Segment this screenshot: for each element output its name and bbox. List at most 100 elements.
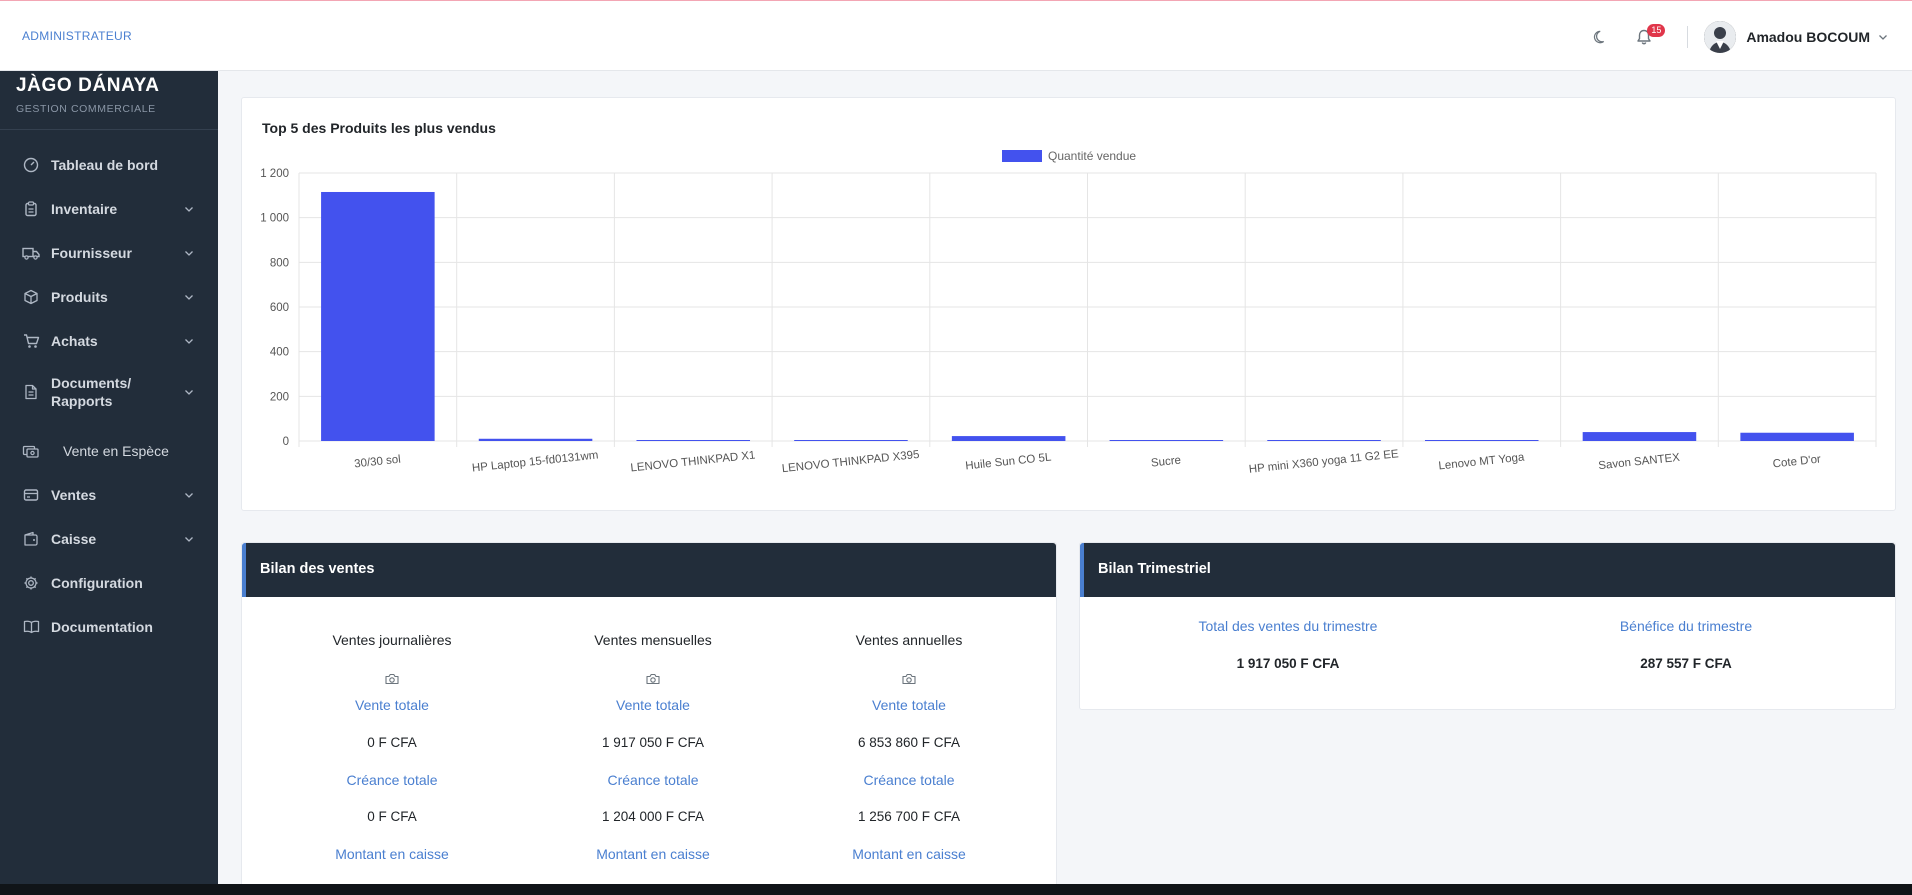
quarter-total-link[interactable]: Total des ventes du trimestre [1198, 618, 1378, 634]
montant-caisse-link[interactable]: Montant en caisse [335, 846, 449, 862]
chevron-down-icon [185, 295, 193, 300]
vente-totale-link[interactable]: Vente totale [616, 697, 690, 713]
vente-totale-value: 1 917 050 F CFA [601, 735, 705, 750]
clipboard-icon [22, 200, 40, 218]
topbar-actions: 15 Amadou BOCOUM [1589, 19, 1888, 55]
chevron-down-icon [185, 251, 193, 256]
chevron-down-icon [185, 493, 193, 498]
bar-4 [794, 440, 908, 441]
creance-totale-link[interactable]: Créance totale [863, 772, 955, 788]
sidebar-item-label: Tableau de bord [51, 157, 159, 173]
chevron-down-icon [185, 537, 193, 542]
x-tick-label: Savon SANTEX [1598, 452, 1681, 473]
top-products-bar-chart: 0 200 400 600 800 1 000 1 200 30/30 sol HP Lapto… [260, 149, 1877, 476]
camera-icon [902, 673, 916, 685]
sidebar-item-achats[interactable]: Achats [0, 329, 218, 353]
bar-6 [1109, 440, 1224, 441]
y-tick-label: 800 [270, 257, 289, 269]
x-tick-label: HP Laptop 15-fd0131wm [471, 449, 599, 474]
bar-5 [951, 436, 1066, 441]
notifications-button[interactable]: 15 [1633, 24, 1666, 48]
sidebar-item-caisse[interactable]: Caisse [0, 527, 218, 551]
bar-7 [1267, 440, 1381, 441]
cash-icon [22, 442, 40, 460]
top-products-chart-card: Top 5 des Produits les plus vendus 0 200 4… [241, 97, 1896, 511]
card-header: Bilan des ventes [242, 543, 1056, 597]
register-icon [22, 530, 40, 548]
y-tick-label: 200 [270, 391, 289, 403]
column-title: Ventes annuelles [855, 632, 963, 648]
x-tick-label: Lenovo MT Yoga [1438, 451, 1525, 472]
sidebar-item-label: Fournisseur [51, 245, 132, 261]
column-title: Ventes journalières [332, 632, 452, 648]
sidebar-item-label: Produits [51, 289, 108, 305]
brand-name[interactable]: JÀGO DÁNAYA [16, 75, 160, 96]
y-tick-label: 1 000 [260, 213, 289, 225]
vente-totale-link[interactable]: Vente totale [872, 697, 946, 713]
brand-subtitle: GESTION COMMERCIALE [16, 103, 156, 115]
top-bar: ADMINISTRATEUR 15 Amadou BOCOUM [0, 0, 1912, 71]
creance-totale-value: 0 F CFA [367, 809, 417, 824]
divider [1687, 26, 1689, 48]
truck-icon [22, 244, 40, 262]
quarter-benefit-link[interactable]: Bénéfice du trimestre [1619, 618, 1753, 634]
column-title: Ventes mensuelles [594, 632, 712, 648]
sidebar-item-ventes[interactable]: Ventes [0, 483, 218, 507]
bell-icon [1637, 29, 1652, 44]
sidebar-item-tableau-de-bord[interactable]: Tableau de bord [0, 153, 218, 177]
sidebar-item-label: Documentation [51, 619, 153, 635]
sidebar-item-inventaire[interactable]: Inventaire [0, 197, 218, 221]
camera-icon [385, 673, 399, 685]
wallet-icon [22, 486, 40, 504]
creance-totale-value: 1 256 700 F CFA [857, 809, 961, 824]
montant-caisse-link[interactable]: Montant en caisse [596, 846, 710, 862]
sidebar-item-label-line2: Rapports [51, 393, 113, 409]
bar-8 [1424, 440, 1539, 441]
legend-swatch [1002, 150, 1042, 162]
x-tick-label: HP mini X360 yoga 11 G2 EE [1248, 448, 1399, 476]
sidebar-item-produits[interactable]: Produits [0, 285, 218, 309]
y-tick-label: 400 [270, 347, 289, 359]
sidebar-item-label: Configuration [51, 575, 143, 591]
bar-3 [636, 440, 751, 441]
creance-totale-link[interactable]: Créance totale [607, 772, 699, 788]
x-tick-label: Cote D'or [1772, 454, 1821, 471]
sidebar-item-label: Vente en Espèce [63, 443, 169, 459]
bar-9 [1582, 432, 1697, 441]
creance-totale-link[interactable]: Créance totale [346, 772, 438, 788]
x-tick-label: Sucre [1150, 454, 1181, 469]
avatar[interactable] [1704, 21, 1737, 53]
quarter-total-value: 1 917 050 F CFA [1236, 656, 1340, 671]
vente-totale-value: 0 F CFA [367, 735, 417, 750]
vente-totale-link[interactable]: Vente totale [355, 697, 429, 713]
chevron-down-icon [185, 207, 193, 212]
user-name[interactable]: Amadou BOCOUM [1746, 29, 1870, 45]
x-tick-label: LENOVO THINKPAD X1 [630, 449, 756, 474]
chevron-down-icon[interactable] [1878, 32, 1888, 42]
sidebar: JÀGO DÁNAYA GESTION COMMERCIALE Tableau … [0, 71, 218, 895]
montant-caisse-link[interactable]: Montant en caisse [852, 846, 966, 862]
chart-title: Top 5 des Produits les plus vendus [262, 120, 496, 136]
x-tick-label: LENOVO THINKPAD X395 [781, 449, 920, 475]
dashboard-icon [22, 156, 40, 174]
box-icon [22, 288, 40, 306]
notification-count-badge: 15 [1647, 24, 1666, 37]
sidebar-item-label: Documents/ Rapports [51, 374, 131, 410]
sidebar-item-vente-en-espece[interactable]: Vente en Espèce [0, 439, 218, 463]
card-title: Bilan des ventes [260, 561, 375, 577]
book-icon [22, 618, 40, 636]
sidebar-item-documents-rapports[interactable]: Documents/ Rapports [0, 373, 218, 411]
x-tick-label: Huile Sun CO 5L [965, 451, 1053, 472]
x-tick-label: 30/30 sol [354, 454, 402, 471]
sidebar-item-documentation[interactable]: Documentation [0, 615, 218, 639]
sidebar-item-fournisseur[interactable]: Fournisseur [0, 241, 218, 265]
moon-icon [1594, 30, 1605, 44]
chevron-down-icon [185, 339, 193, 344]
bar-2 [478, 438, 593, 441]
sidebar-item-label: Inventaire [51, 201, 118, 217]
sidebar-item-configuration[interactable]: Configuration [0, 571, 218, 595]
divider [0, 129, 218, 130]
dark-mode-toggle[interactable] [1589, 28, 1607, 46]
gear-icon [22, 574, 40, 592]
card-title: Bilan Trimestriel [1098, 561, 1211, 577]
